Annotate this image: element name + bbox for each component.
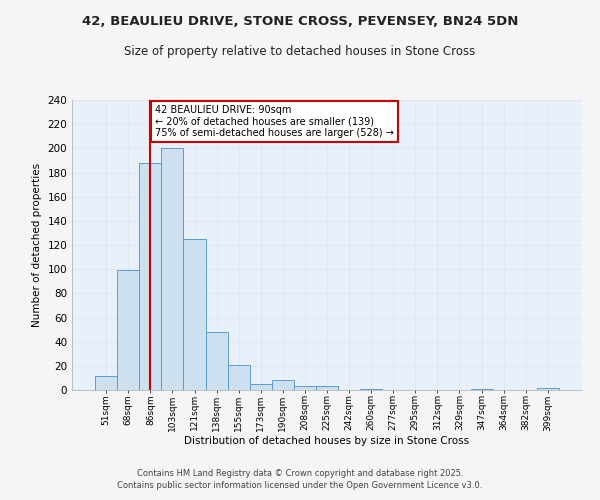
Bar (139, 163, 161, 390)
Bar (316, 386, 338, 390)
Text: 42 BEAULIEU DRIVE: 90sqm
← 20% of detached houses are smaller (139)
75% of semi-: 42 BEAULIEU DRIVE: 90sqm ← 20% of detach… (155, 105, 394, 138)
Bar (250, 384, 272, 390)
Bar (117, 270, 139, 390)
Bar (206, 332, 227, 390)
X-axis label: Distribution of detached houses by size in Stone Cross: Distribution of detached houses by size … (184, 436, 470, 446)
Bar (161, 148, 184, 390)
Bar (95, 376, 117, 390)
Bar (470, 389, 493, 390)
Bar (294, 386, 316, 390)
Bar (184, 239, 206, 390)
Text: 42, BEAULIEU DRIVE, STONE CROSS, PEVENSEY, BN24 5DN: 42, BEAULIEU DRIVE, STONE CROSS, PEVENSE… (82, 15, 518, 28)
Text: Contains HM Land Registry data © Crown copyright and database right 2025.
Contai: Contains HM Land Registry data © Crown c… (118, 468, 482, 490)
Text: Size of property relative to detached houses in Stone Cross: Size of property relative to detached ho… (124, 45, 476, 58)
Y-axis label: Number of detached properties: Number of detached properties (32, 163, 42, 327)
Bar (360, 389, 382, 390)
Bar (272, 380, 294, 390)
Bar (537, 388, 559, 390)
Bar (227, 364, 250, 390)
